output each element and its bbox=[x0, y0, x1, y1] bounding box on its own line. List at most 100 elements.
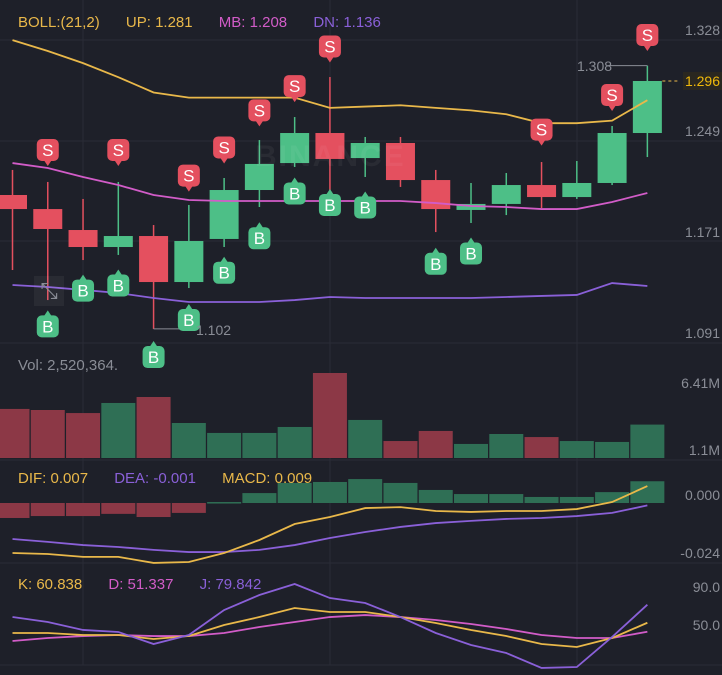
signal-pointer bbox=[255, 120, 264, 127]
signal-letter: S bbox=[113, 141, 124, 160]
signal-pointer bbox=[325, 56, 334, 63]
volume-bar bbox=[489, 433, 524, 458]
dea-line bbox=[12, 504, 648, 553]
dif-line bbox=[12, 485, 648, 564]
signal-badge bbox=[107, 139, 130, 162]
signal-pointer bbox=[184, 185, 193, 192]
signal-pointer bbox=[431, 247, 440, 254]
volume-bar bbox=[171, 422, 206, 458]
signal-badge bbox=[318, 193, 341, 216]
volume-bar bbox=[348, 419, 383, 458]
volume-bar bbox=[101, 402, 136, 458]
macd-histogram-bar bbox=[277, 482, 312, 503]
volume-bar bbox=[595, 441, 630, 458]
volume-bar bbox=[524, 437, 559, 458]
buy-signal-marker: B bbox=[142, 341, 165, 369]
candle-body bbox=[174, 241, 204, 283]
sell-signal-marker: S bbox=[530, 118, 553, 146]
signal-pointer bbox=[220, 157, 229, 164]
high-price-label: 1.308 bbox=[577, 58, 613, 74]
signal-pointer bbox=[114, 160, 123, 167]
signal-pointer bbox=[608, 105, 617, 112]
volume-bar bbox=[66, 413, 101, 458]
dif-value: DIF: 0.007 bbox=[18, 470, 89, 487]
volume-tick: 1.1M bbox=[688, 442, 720, 458]
signal-letter: B bbox=[430, 255, 441, 274]
candle-body bbox=[562, 182, 592, 198]
signal-letter: B bbox=[148, 348, 159, 367]
macd-tick: -0.024 bbox=[680, 545, 720, 561]
boll-legend: BOLL:(21,2) UP: 1.281 MB: 1.208 DN: 1.13… bbox=[18, 14, 403, 31]
macd-histogram-bar bbox=[30, 503, 65, 517]
boll-params: BOLL:(21,2) bbox=[18, 14, 100, 31]
candle-body bbox=[68, 230, 98, 248]
signal-badge bbox=[72, 279, 95, 302]
sell-signal-marker: S bbox=[107, 139, 130, 167]
macd-legend: DIF: 0.007 DEA: -0.001 MACD: 0.009 bbox=[18, 470, 334, 487]
sell-signal-marker: S bbox=[601, 84, 624, 112]
signal-badge bbox=[177, 308, 200, 331]
buy-signal-marker: B bbox=[283, 177, 306, 205]
kdj-tick: 90.0 bbox=[692, 579, 720, 595]
signal-pointer bbox=[114, 269, 123, 276]
buy-signal-marker: B bbox=[72, 274, 95, 302]
macd-tick: 0.000 bbox=[684, 487, 720, 503]
macd-histogram-bar bbox=[454, 494, 489, 503]
signal-pointer bbox=[537, 139, 546, 146]
candle-body bbox=[315, 133, 345, 159]
volume-bar bbox=[630, 424, 665, 458]
signal-letter: S bbox=[254, 101, 265, 120]
volume-bar bbox=[418, 430, 453, 458]
watermark: BINANCE bbox=[255, 140, 406, 173]
sell-signal-marker: S bbox=[248, 99, 271, 127]
candle-body bbox=[456, 203, 486, 210]
signal-pointer bbox=[43, 310, 52, 317]
signal-pointer bbox=[255, 222, 264, 229]
volume-bar bbox=[383, 441, 418, 458]
signal-letter: S bbox=[324, 37, 335, 56]
boll-up-value: UP: 1.281 bbox=[125, 14, 193, 31]
kdj-legend: K: 60.838 D: 51.337 J: 79.842 bbox=[18, 576, 283, 593]
macd-histogram-bar bbox=[348, 479, 383, 503]
macd-histogram-bar bbox=[312, 481, 347, 503]
candle-body bbox=[209, 190, 239, 239]
signal-badge bbox=[213, 136, 236, 159]
candle-body bbox=[33, 209, 63, 229]
expand-arrows-icon[interactable]: ⤡ bbox=[34, 276, 64, 306]
signal-badge bbox=[142, 346, 165, 369]
boll-mb-value: MB: 1.208 bbox=[218, 14, 288, 31]
macd-histogram-bar bbox=[171, 503, 206, 513]
signal-letter: B bbox=[42, 317, 53, 336]
candle-body bbox=[103, 236, 133, 248]
d-value: D: 51.337 bbox=[108, 576, 174, 593]
signal-pointer bbox=[184, 303, 193, 310]
macd-histogram-bar bbox=[136, 503, 171, 518]
macd-histogram-bar bbox=[383, 482, 418, 503]
volume-bar bbox=[207, 432, 242, 458]
volume-bar bbox=[30, 409, 65, 458]
buy-signal-marker: B bbox=[318, 188, 341, 216]
macd-histogram-bar bbox=[559, 496, 594, 503]
candle-body bbox=[0, 194, 27, 210]
signal-letter: B bbox=[289, 184, 300, 203]
signal-badge bbox=[36, 139, 59, 162]
buy-signal-marker: B bbox=[36, 310, 59, 338]
buy-signal-marker: B bbox=[177, 303, 200, 331]
sell-signal-marker: S bbox=[318, 35, 341, 63]
signal-letter: B bbox=[324, 196, 335, 215]
signal-badge bbox=[36, 315, 59, 338]
macd-histogram-bar bbox=[101, 503, 136, 514]
signal-pointer bbox=[467, 237, 476, 244]
price-tick: 1.249 bbox=[684, 123, 720, 139]
volume-bar bbox=[312, 373, 347, 458]
signal-badge bbox=[248, 99, 271, 122]
sell-signal-marker: S bbox=[177, 164, 200, 192]
candle-body bbox=[491, 185, 521, 204]
buy-signal-marker: B bbox=[248, 222, 271, 250]
k-value: K: 60.838 bbox=[18, 576, 83, 593]
sell-signal-marker: S bbox=[636, 23, 659, 51]
buy-signal-marker: B bbox=[460, 237, 483, 265]
signal-pointer bbox=[643, 44, 652, 51]
signal-badge bbox=[460, 242, 483, 265]
